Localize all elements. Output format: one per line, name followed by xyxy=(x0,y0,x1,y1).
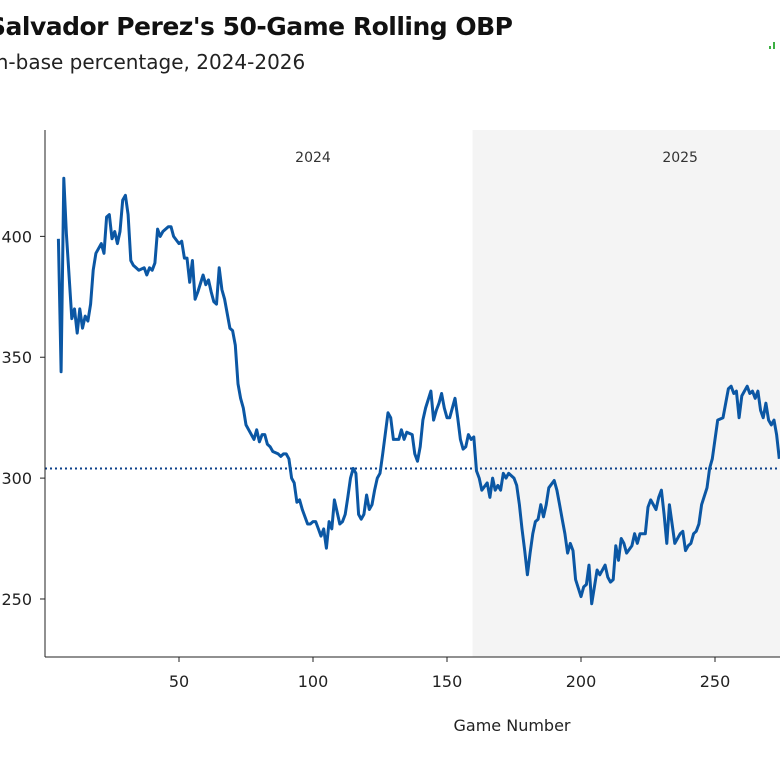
chart-title: Salvador Perez's 50-Game Rolling OBP xyxy=(0,12,513,41)
x-tick-label: 50 xyxy=(169,672,189,691)
x-axis-label: Game Number xyxy=(454,716,571,735)
y-tick-label: .250 xyxy=(0,590,32,609)
y-tick-label: .300 xyxy=(0,469,32,488)
brand-logo-icon xyxy=(769,42,775,49)
x-tick-label: 100 xyxy=(298,672,329,691)
y-tick-label: .350 xyxy=(0,348,32,367)
chart-subtitle: On-base percentage, 2024-2026 xyxy=(0,50,306,74)
x-tick-label: 200 xyxy=(566,672,597,691)
obp-series-line xyxy=(56,176,780,606)
x-axis-ticks: 50 100 150 200 250 xyxy=(169,657,730,691)
x-tick-label: 150 xyxy=(432,672,463,691)
x-tick-label: 250 xyxy=(700,672,731,691)
y-tick-label: .400 xyxy=(0,227,32,246)
season-label-2025: 2025 xyxy=(662,150,698,166)
y-axis-ticks: .250 .300 .350 .400 xyxy=(0,227,45,609)
season-label-2024: 2024 xyxy=(295,150,331,166)
season-labels: 2024 2025 xyxy=(295,150,698,166)
